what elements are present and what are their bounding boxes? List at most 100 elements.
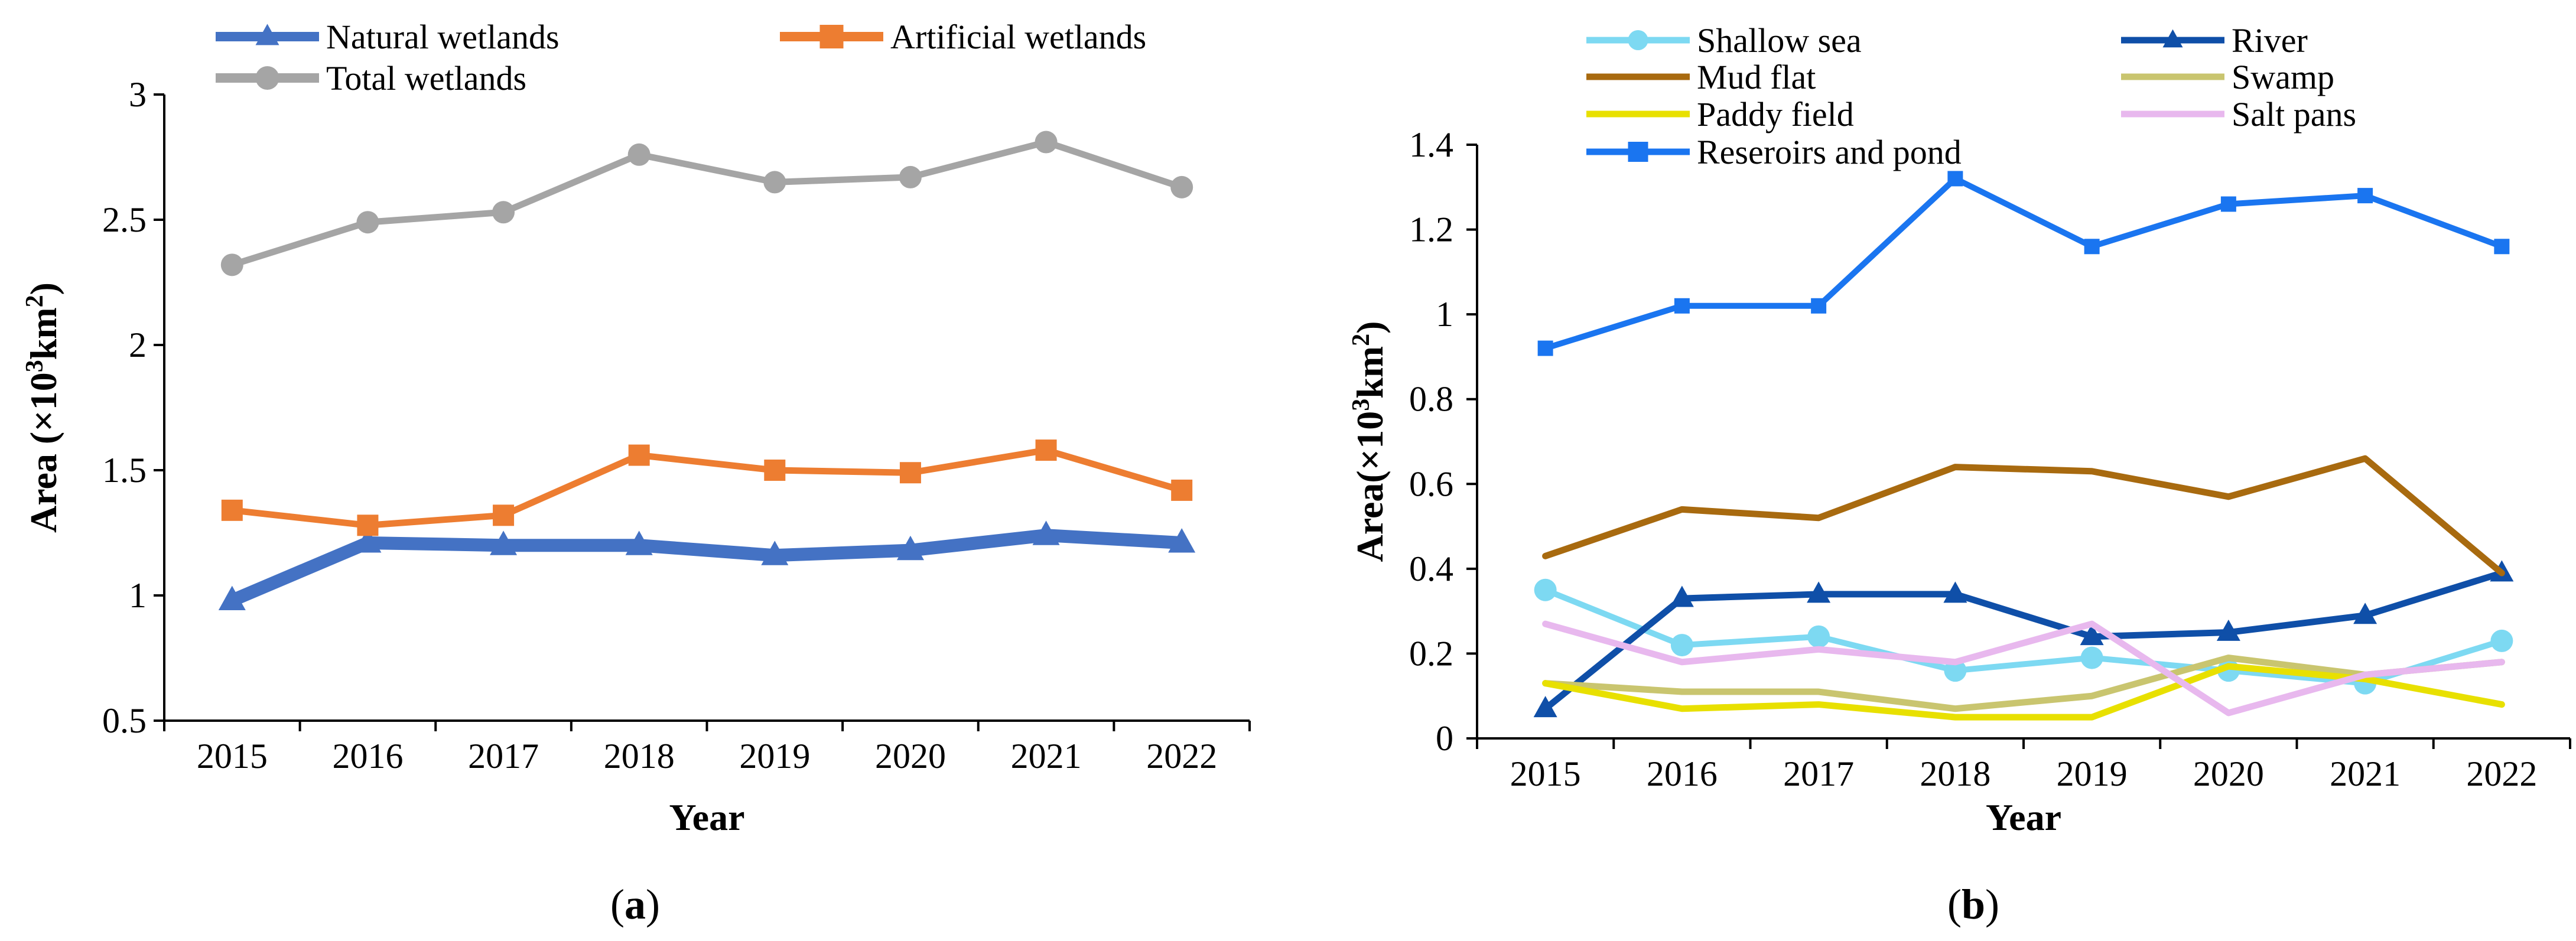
data-point [2080,646,2103,669]
data-point [1533,696,1557,718]
data-point [1944,659,1967,682]
series-line-salt-pans [1542,620,2505,717]
x-tick-label: 2015 [1510,754,1581,793]
y-tick-label: 1.5 [102,451,147,490]
series-line-artificial-wetlands [229,447,1185,529]
x-tick-label: 2017 [468,737,539,776]
legend-label: Swamp [2232,58,2334,96]
y-tick-label: 1 [1436,295,1453,334]
legend-label: Salt pans [2232,95,2356,134]
legend-swatch-marker [2162,29,2183,48]
y-tick-label: 3 [129,75,147,114]
legend-label: Reseroirs and pond [1697,133,1962,171]
data-point [221,499,243,521]
legend-item-total-wetlands: Total wetlands [216,59,526,97]
data-point [1670,634,1693,657]
y-tick-label: 0.2 [1409,634,1453,673]
x-tick-label: 2021 [1011,737,1082,776]
data-point [490,530,518,555]
legend: Shallow sea River Mud flat Swamp Paddy field… [1586,21,2356,171]
data-point [899,165,922,188]
series-total-wetlands [220,131,1193,276]
legend-item-swamp: Swamp [2121,58,2334,96]
x-tick-label: 2019 [2057,754,2128,793]
x-axis-title: Year [669,796,745,838]
y-axis-title: Area(×103km2) [1348,321,1391,562]
y-tick-label: 0.5 [102,701,147,740]
data-point [1035,439,1057,461]
legend-item-river: River [2121,21,2308,60]
y-tick-label: 2.5 [102,200,147,239]
x-tick-label: 2017 [1783,754,1854,793]
data-point [2216,619,2240,641]
data-point [2353,603,2377,624]
x-tick-label: 2022 [1146,737,1217,776]
legend-swatch-marker [1628,142,1648,162]
legend-label: Shallow sea [1697,21,1862,60]
series-line-natural-wetlands [225,529,1189,607]
data-point [2357,188,2373,204]
data-point [761,540,789,565]
x-tick-label: 2018 [604,737,675,776]
data-point [1537,340,1553,356]
x-tick-label: 2020 [875,737,946,776]
x-tick-label: 2016 [332,737,403,776]
data-point [356,211,379,234]
legend-label: Total wetlands [326,59,526,97]
data-point [1807,625,1830,648]
data-point [2490,629,2513,652]
y-tick-label: 0.6 [1409,464,1453,503]
data-point [628,444,650,466]
legend-swatch-marker [255,66,279,90]
data-point [1534,578,1557,601]
x-tick-label: 2021 [2330,754,2401,793]
data-point [1168,528,1196,553]
series-river [1533,560,2514,718]
data-point [218,585,246,611]
y-tick-label: 1 [129,576,147,615]
series-line-total-wetlands [229,139,1185,268]
series-line-swamp [1542,655,2505,712]
data-point [1670,585,1694,607]
panel-label: (a) [610,881,660,928]
legend: Natural wetlands Artificial wetlands Total… [216,18,1146,97]
data-point [492,201,515,224]
series-line-river [1542,569,2505,712]
data-point [2084,239,2100,255]
x-axis-title: Year [1986,796,2061,838]
data-point [220,253,243,276]
data-point [1947,171,1963,187]
x-tick-label: 2016 [1647,754,1718,793]
series-mud-flat [1542,455,2505,577]
series-line-paddy-field [1542,663,2505,721]
data-point [1170,175,1193,198]
data-point [493,504,515,526]
data-point [625,530,653,555]
data-point [764,460,786,481]
data-point [899,462,921,484]
x-tick-label: 2022 [2466,754,2537,793]
legend-item-salt-pans: Salt pans [2121,95,2356,134]
legend-label: River [2232,21,2308,60]
x-tick-label: 2018 [1920,754,1990,793]
legend-swatch-marker [255,24,279,45]
y-tick-label: 1.2 [1409,210,1453,249]
legend-swatch-marker [1628,30,1648,50]
x-tick-label: 2019 [739,737,810,776]
legend-item-natural-wetlands: Natural wetlands [216,18,560,56]
series-line-mud-flat [1542,455,2505,577]
series-artificial-wetlands [221,439,1193,536]
chart-a: 0.5 1 1.5 2 2.5 3 2015 2016 2017 2018 2019 2020 2021… [21,18,1251,928]
legend-item-shallow-sea: Shallow sea [1586,21,1862,60]
x-tick-label: 2015 [197,737,268,776]
data-point [2220,196,2236,212]
data-point [1171,479,1193,501]
y-axis-title: Area (×103km2) [21,282,64,533]
data-point [2494,239,2510,255]
data-point [1035,131,1058,154]
y-tick-label: 0.8 [1409,380,1453,419]
legend-item-paddy-field: Paddy field [1586,95,1854,134]
y-tick-label: 2 [129,325,147,364]
legend-label: Natural wetlands [326,18,560,56]
